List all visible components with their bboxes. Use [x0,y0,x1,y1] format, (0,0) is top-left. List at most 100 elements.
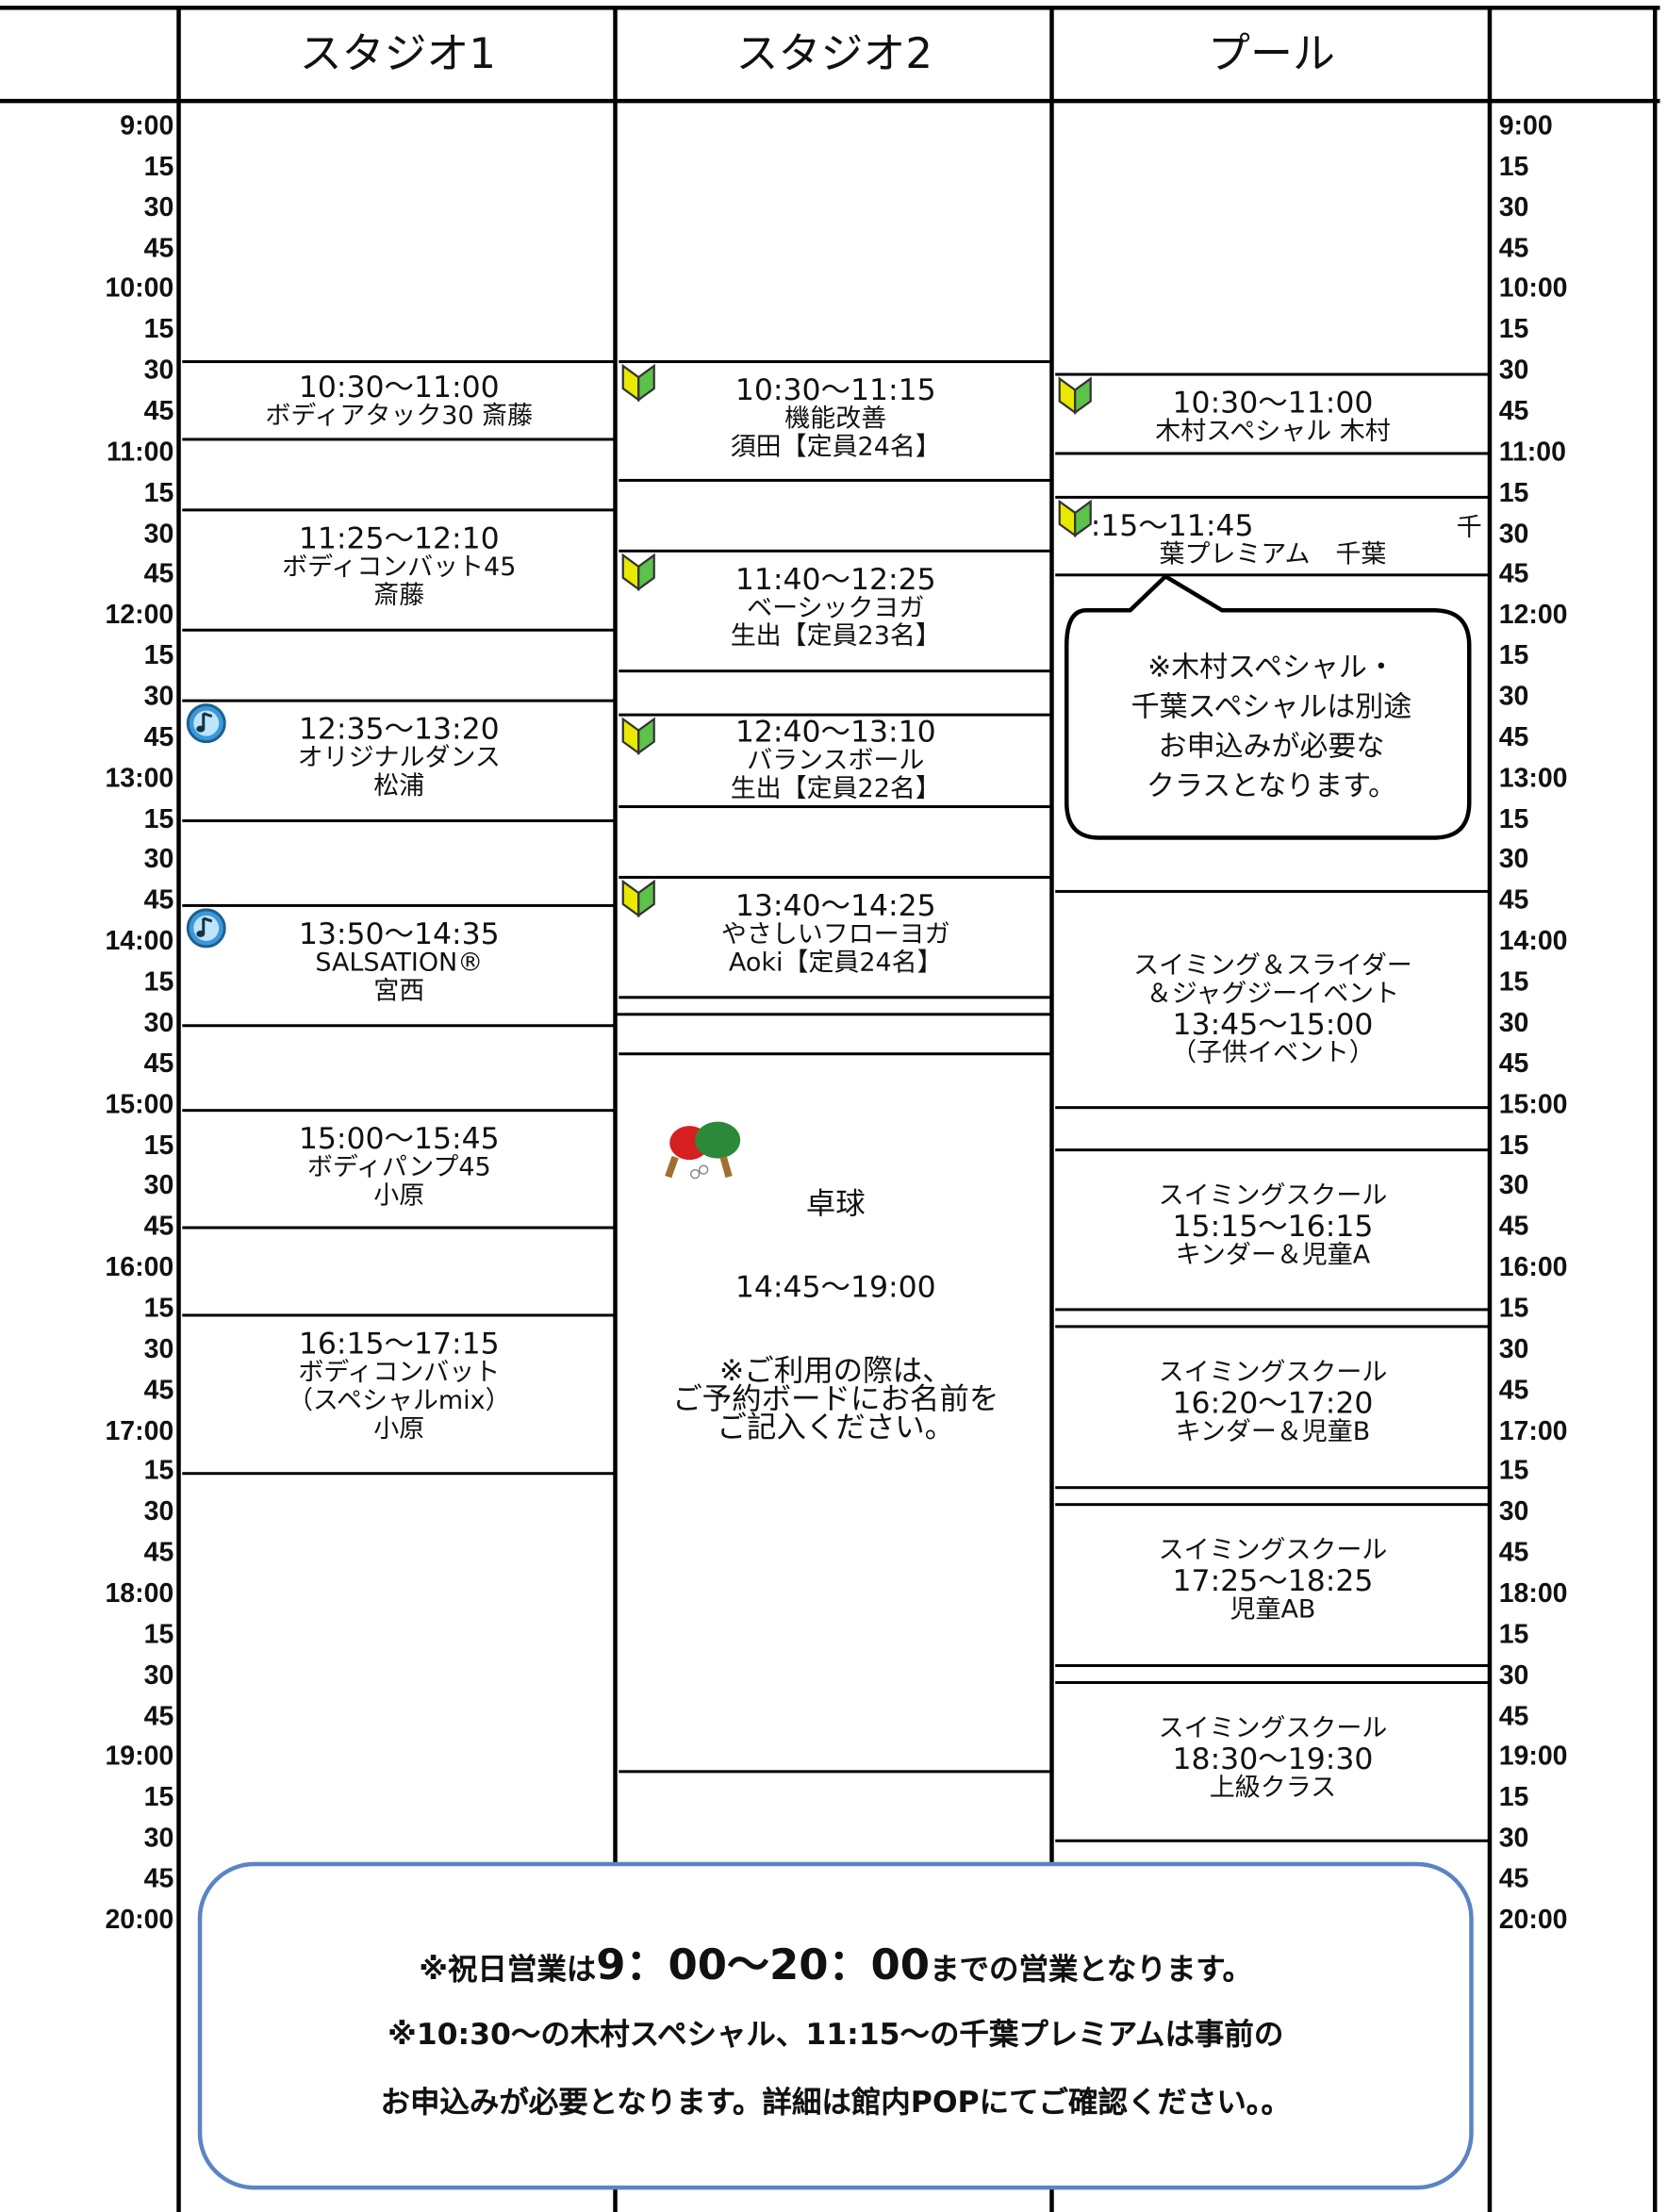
class-line: スイミングスクール [1158,1535,1388,1566]
time-label: 15 [1498,315,1529,346]
class-line: :15〜11:45 [1090,508,1254,543]
column-header: スタジオ2 [735,29,933,79]
time-label: 45 [1498,1538,1529,1569]
class-line: 生出【定員23名】 [730,621,941,652]
class-line: 13:50〜14:35 [298,916,500,951]
time-label: 30 [143,1334,174,1365]
class-block: 13:40〜14:25 やさしいフローヨガ Aoki【定員24名】 [619,875,1053,999]
music-icon [186,908,226,949]
time-label: 45 [143,234,174,264]
time-label: 30 [143,682,174,713]
class-line: SALSATION® [315,948,484,978]
time-label: 9:00 [1498,111,1553,141]
class-line: オリジナルダンス [297,743,501,773]
time-label: 17:00 [1498,1416,1568,1446]
time-label: 19:00 [1498,1742,1568,1773]
time-label: 30 [143,845,174,876]
time-label: 30 [143,519,174,550]
column-line [176,7,181,2212]
class-line: （子供イベント） [1171,1038,1375,1068]
class-line: 宮西 [373,976,425,1006]
class-line: 11:40〜12:25 [734,562,936,597]
time-label: 15 [1498,804,1529,834]
time-label: 45 [1498,560,1529,590]
class-line: 16:15〜17:15 [298,1326,500,1361]
time-label: 12:00 [1498,601,1568,631]
class-line: 生出【定員22名】 [730,774,941,804]
time-label: 30 [1498,192,1529,223]
time-label: 11:00 [1498,437,1566,468]
time-label: 16:00 [1498,1253,1568,1283]
time-label: 30 [1498,1660,1529,1691]
class-line: 10:30〜11:15 [734,372,936,407]
class-line: 16:20〜17:20 [1172,1385,1374,1420]
callout-line: ※木村スペシャル・ [1147,650,1395,685]
time-label: 30 [143,192,174,223]
time-label: 13:00 [105,764,174,794]
time-label: 45 [143,885,174,916]
time-label: 15:00 [105,1090,174,1120]
column-line [1653,7,1658,2212]
beginner-icon [621,363,655,403]
note-line: ※祝日営業は9：00〜20：00までの営業となります。 [198,1930,1474,1992]
notes-box [197,1861,1474,2190]
callout-text: ※木村スペシャル・ 千葉スペシャルは別途 お申込みが必要な クラスとなります。 [1066,647,1477,805]
class-line: ※ご利用の際は、 [718,1353,952,1388]
time-label: 45 [1498,397,1529,427]
time-label: 15 [143,315,174,346]
time-label: 12:00 [105,601,174,631]
time-label: 15 [1498,641,1529,671]
time-label: 15 [1498,478,1529,508]
time-label: 45 [143,1212,174,1243]
time-label: 45 [143,1538,174,1569]
note-text: ※祝日営業は [419,1952,597,1987]
time-label: 15 [143,1783,174,1813]
class-block: スイミング＆スライダー ＆ジャグジーイベント 13:45〜15:00 （子供イベント） [1055,889,1491,1110]
pingpong-icon [665,1121,741,1180]
class-block: スイミングスクール 17:25〜18:25 児童AB [1055,1503,1491,1667]
time-label: 15 [143,1620,174,1650]
time-label: 45 [1498,1048,1529,1080]
time-label: 30 [1498,355,1529,387]
note-text: までの営業となります。 [930,1952,1253,1987]
class-line: 児童AB [1230,1594,1316,1626]
class-line: ＆ジャグジーイベント [1146,979,1400,1009]
time-label: 15:00 [1498,1090,1568,1120]
class-line: バランスボール [747,746,925,776]
time-label: 30 [143,355,174,387]
time-label: 9:00 [120,111,174,141]
class-block: 13:50〜14:35 SALSATION® 宮西 [182,903,617,1028]
class-line: 須田【定員24名】 [730,432,941,462]
class-block: スイミングスクール 18:30〜19:30 上級クラス [1055,1680,1491,1842]
class-line: 葉プレミアム 千葉 [1159,539,1387,570]
class-line: 15:00〜15:45 [298,1121,500,1156]
callout-line: 千葉スペシャルは別途 [1131,689,1412,724]
class-line: スイミングスクール [1158,1180,1388,1212]
class-line: Aoki【定員24名】 [728,948,943,978]
time-label: 11:00 [107,437,174,468]
time-label: 45 [1498,1701,1529,1732]
time-label: 45 [143,397,174,427]
time-label: 17:00 [105,1416,174,1446]
top-border [0,5,1660,10]
class-line: 17:25〜18:25 [1172,1563,1374,1598]
class-line: 13:45〜15:00 [1172,1007,1374,1042]
time-label: 13:00 [1498,764,1568,794]
music-icon [186,703,226,744]
class-line: 10:30〜11:00 [1172,386,1374,420]
beginner-icon [621,717,655,755]
class-line: 上級クラス [1209,1773,1337,1803]
class-line: 斎藤 [373,580,425,611]
class-block: スイミングスクール 15:15〜16:15 キンダー＆児童A [1055,1148,1491,1312]
time-label: 15 [1498,1620,1529,1650]
class-block: 10:30〜11:00 ボディアタック30 斎藤 [182,360,617,441]
beginner-icon [621,879,655,918]
class-line: 12:40〜13:10 [734,715,936,750]
class-line: ボディアタック30 斎藤 [265,401,534,431]
class-line: 14:45〜19:00 [734,1269,936,1304]
time-label: 15 [143,1131,174,1161]
callout-line: お申込みが必要な [1158,729,1385,764]
class-line: ボディコンバット [298,1357,501,1388]
beginner-icon [621,553,655,591]
time-label: 30 [143,1497,174,1528]
